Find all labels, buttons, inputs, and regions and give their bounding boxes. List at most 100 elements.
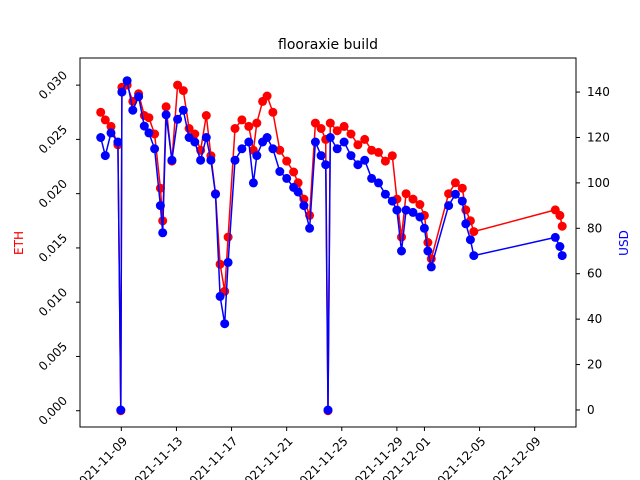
data-point-right: [161, 110, 171, 120]
data-point-right: [158, 228, 168, 238]
data-point-right: [230, 155, 240, 165]
x-tick-label: 2021-11-17: [181, 434, 240, 480]
data-point-right: [367, 173, 377, 183]
data-point-left: [325, 118, 335, 128]
data-point-left: [161, 102, 171, 112]
series-line-right: [99, 78, 563, 411]
y-axis-left-label: ETH: [12, 231, 26, 255]
x-tick-label: 2021-12-09: [484, 434, 543, 480]
data-point-right: [387, 196, 397, 206]
x-tick-label: 2021-11-13: [126, 434, 185, 480]
data-point-right: [100, 151, 110, 161]
data-point-left: [387, 151, 397, 161]
data-point-left: [223, 232, 233, 242]
data-point-right: [457, 196, 467, 206]
data-point-right: [415, 212, 425, 222]
data-point-left: [346, 129, 356, 139]
data-point-left: [450, 178, 460, 188]
data-point-left: [555, 210, 565, 220]
y-right-tick-label: 40: [587, 312, 602, 326]
series-layer: [96, 76, 567, 416]
data-point-right: [325, 133, 335, 142]
data-point-right: [223, 257, 233, 267]
y-left-tick-label: 0.005: [36, 339, 70, 373]
y-right-tick-label: 140: [587, 85, 610, 99]
data-point-right: [469, 251, 479, 261]
x-tick-label: 2021-11-21: [236, 434, 295, 480]
data-point-right: [408, 207, 418, 217]
data-point-left: [310, 118, 320, 128]
data-point-right: [262, 133, 272, 142]
data-point-right: [374, 178, 383, 188]
data-point-left: [444, 189, 454, 199]
data-point-right: [155, 201, 165, 211]
data-point-right: [244, 137, 254, 147]
data-point-left: [100, 115, 110, 125]
data-point-right: [557, 251, 567, 261]
data-point-right: [299, 201, 309, 211]
y-right-tick-label: 120: [587, 130, 610, 144]
data-point-right: [444, 201, 454, 211]
data-point-right: [268, 144, 278, 154]
data-point-right: [128, 105, 138, 115]
data-point-left: [262, 91, 272, 101]
data-point-left: [374, 147, 383, 157]
data-point-right: [248, 178, 258, 188]
data-point-right: [450, 189, 460, 199]
y-right-tick-label: 60: [587, 267, 602, 281]
data-point-left: [215, 259, 225, 269]
data-point-right: [116, 405, 126, 415]
data-point-right: [323, 405, 333, 415]
data-point-right: [106, 128, 116, 138]
data-point-right: [380, 189, 390, 199]
data-point-right: [423, 246, 433, 256]
y-left-tick-label: 0.010: [36, 285, 70, 319]
data-point-left: [268, 107, 278, 117]
data-point-right: [139, 121, 149, 131]
y-right-tick-label: 100: [587, 176, 610, 190]
data-point-right: [122, 76, 132, 86]
data-point-right: [346, 151, 356, 161]
data-point-right: [332, 144, 342, 154]
data-point-right: [211, 189, 220, 199]
data-point-left: [360, 134, 370, 144]
data-point-left: [96, 107, 106, 117]
data-point-left: [415, 200, 425, 209]
y-right-tick-label: 0: [587, 403, 595, 417]
data-point-left: [178, 86, 188, 96]
data-point-right: [419, 223, 429, 233]
y-right-tick-label: 20: [587, 358, 602, 372]
data-point-right: [293, 187, 303, 197]
data-point-right: [305, 223, 315, 233]
y-left-tick-label: 0.025: [36, 122, 70, 156]
data-point-left: [106, 121, 116, 131]
data-point-right: [465, 235, 475, 245]
data-point-right: [282, 173, 292, 183]
data-point-right: [252, 151, 262, 161]
data-point-right: [220, 319, 230, 329]
data-point-left: [173, 80, 183, 90]
data-point-left: [144, 113, 154, 123]
data-point-left: [397, 232, 406, 242]
data-point-left: [275, 145, 285, 155]
data-point-right: [206, 155, 216, 165]
data-point-left: [316, 124, 326, 133]
data-point-right: [196, 155, 206, 165]
data-point-right: [339, 137, 349, 147]
data-point-right: [426, 262, 436, 272]
data-point-right: [316, 151, 326, 161]
data-point-right: [310, 137, 320, 147]
data-point-left: [252, 118, 262, 128]
data-point-right: [555, 242, 565, 251]
y-left-tick-label: 0.015: [36, 231, 70, 265]
data-point-right: [167, 155, 177, 165]
data-point-left: [423, 238, 433, 247]
y-left-tick-label: 0.000: [36, 394, 70, 428]
data-point-right: [392, 205, 402, 215]
data-point-left: [457, 183, 467, 193]
data-point-left: [367, 145, 377, 155]
y-left-tick-label: 0.030: [36, 68, 70, 102]
data-point-right: [237, 144, 247, 154]
data-point-right: [150, 144, 160, 154]
